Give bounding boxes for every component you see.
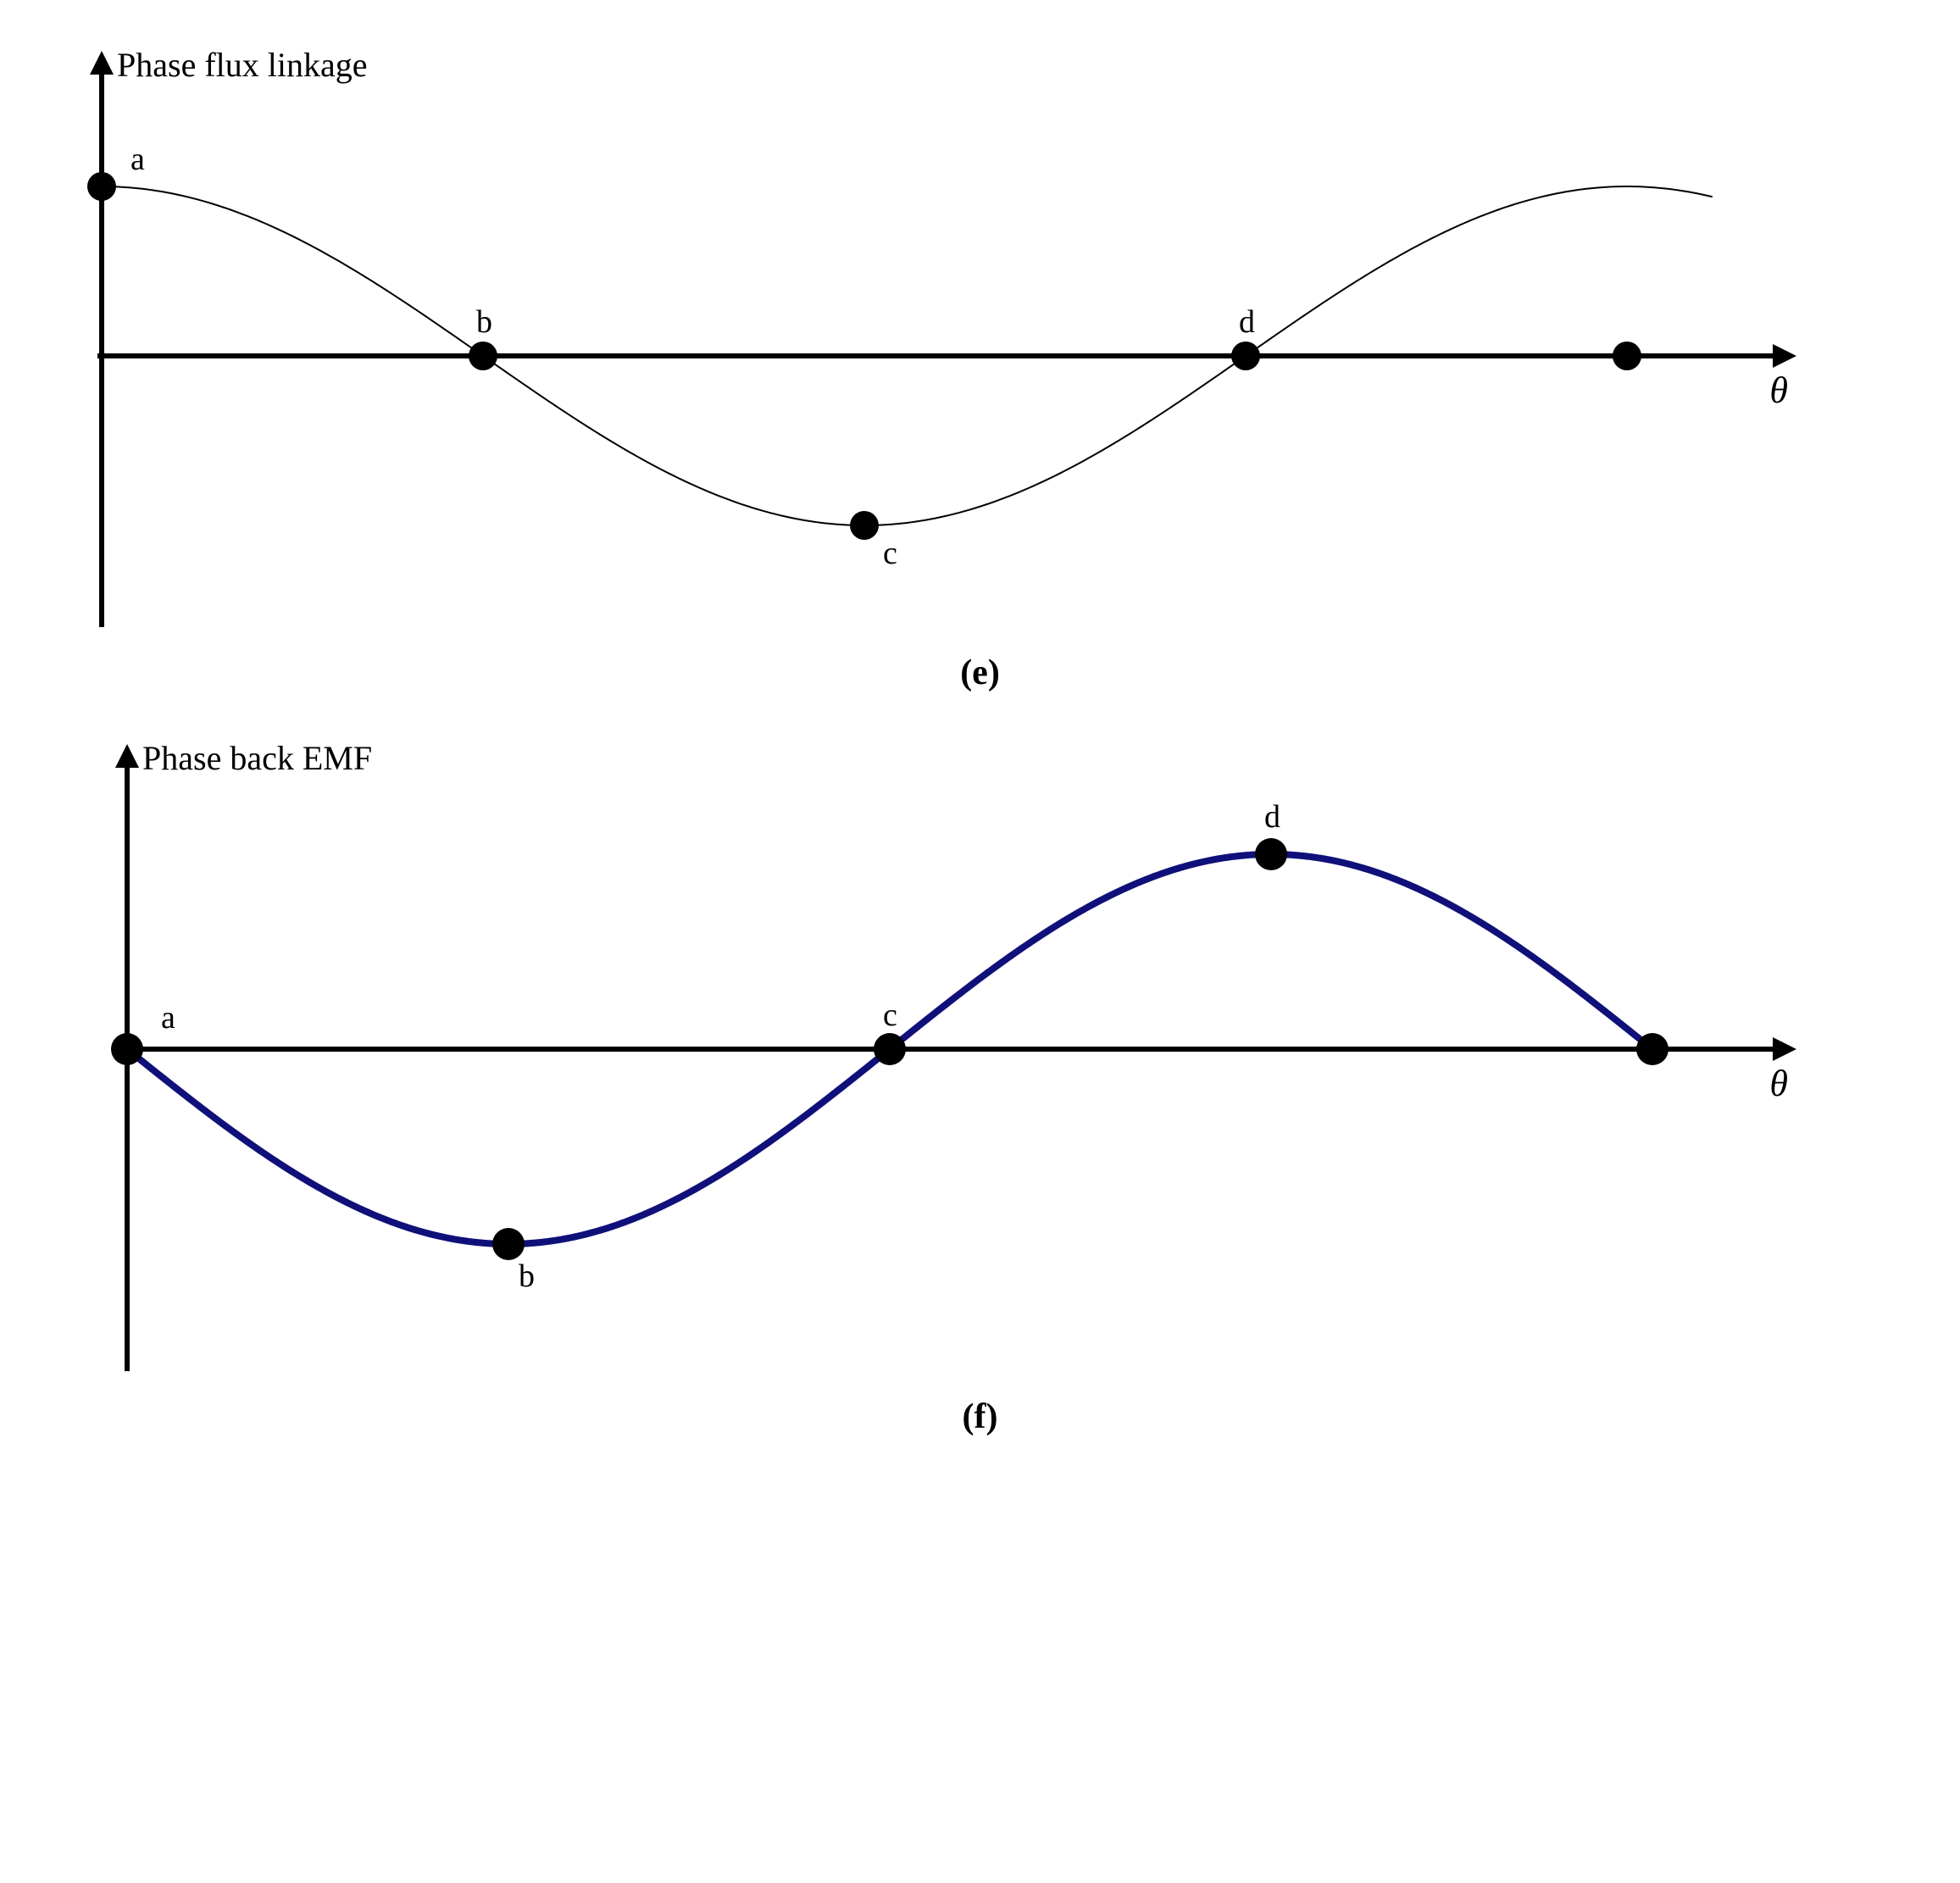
point-label-c: c [883, 997, 897, 1033]
y-axis-arrow-icon [90, 51, 114, 75]
caption-f: (f) [34, 1397, 1926, 1437]
point-b [469, 342, 497, 370]
point-label-d: d [1239, 304, 1255, 340]
figure-e: Phase flux linkage θ a b c d (e) [34, 34, 1926, 693]
x-axis-arrow-icon [1773, 344, 1796, 368]
caption-e: (e) [34, 653, 1926, 693]
chart-svg-e: Phase flux linkage θ a b c d [34, 34, 1856, 644]
point-c [850, 511, 879, 540]
point-label-c: c [883, 536, 897, 571]
axis-point [1636, 1033, 1668, 1065]
point-b [492, 1228, 525, 1260]
x-axis-label: θ [1769, 369, 1788, 411]
x-axis-label: θ [1769, 1063, 1788, 1104]
point-label-d: d [1264, 799, 1280, 835]
chart-title: Phase flux linkage [117, 46, 368, 84]
chart-title: Phase back EMF [142, 739, 372, 777]
figure-f: Phase back EMF θ a b c d (f) [34, 727, 1926, 1437]
chart-svg-f: Phase back EMF θ a b c d [34, 727, 1856, 1388]
point-d [1255, 838, 1287, 870]
point-label-a: a [161, 1000, 175, 1036]
point-a [111, 1033, 143, 1065]
point-a [87, 172, 116, 201]
axis-point [1613, 342, 1641, 370]
point-d [1231, 342, 1260, 370]
point-c [874, 1033, 906, 1065]
x-axis-arrow-icon [1773, 1037, 1796, 1061]
point-label-b: b [519, 1258, 535, 1294]
point-label-b: b [476, 304, 492, 340]
point-label-a: a [130, 142, 145, 177]
y-axis-arrow-icon [115, 744, 139, 768]
